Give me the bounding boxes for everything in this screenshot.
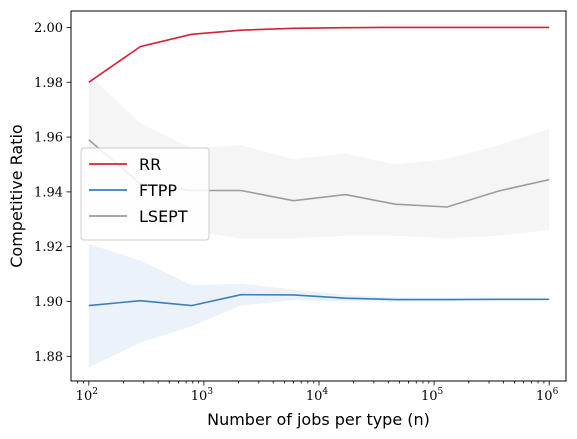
legend-box — [80, 147, 210, 241]
y-tick-label: 1.98 — [34, 76, 63, 91]
y-tick-label: 1.90 — [34, 295, 63, 310]
y-tick-label: 2.00 — [34, 21, 63, 36]
y-axis-label: Competitive Ratio — [7, 124, 26, 267]
band-rr — [88, 27, 550, 83]
x-tick-label: 106 — [536, 387, 559, 404]
y-tick-label: 1.94 — [34, 185, 63, 200]
series-line-ftpp — [88, 293, 550, 307]
plot-frame — [70, 10, 567, 382]
y-tick-label: 1.88 — [34, 350, 63, 365]
band-ftpp — [88, 244, 550, 368]
legend-label-rr: RR — [139, 155, 161, 174]
x-tick-label: 103 — [191, 387, 214, 404]
x-tick-label: 102 — [76, 387, 98, 404]
series-line-rr — [88, 26, 550, 83]
y-tick-label: 1.92 — [34, 240, 63, 255]
legend-label-ftpp: FTPP — [139, 181, 177, 200]
y-axis-ticks: 1.88 1.90 1.92 1.94 1.96 1.98 2.00 — [34, 21, 71, 365]
x-axis-ticks: 102 103 104 105 106 — [76, 381, 559, 404]
legend: RR FTPP LSEPT — [80, 147, 210, 241]
x-axis-label: Number of jobs per type (n) — [207, 410, 430, 429]
legend-label-lsept: LSEPT — [139, 207, 188, 226]
x-tick-label: 105 — [421, 387, 444, 404]
x-tick-label: 104 — [306, 387, 329, 404]
y-tick-label: 1.96 — [34, 131, 63, 146]
